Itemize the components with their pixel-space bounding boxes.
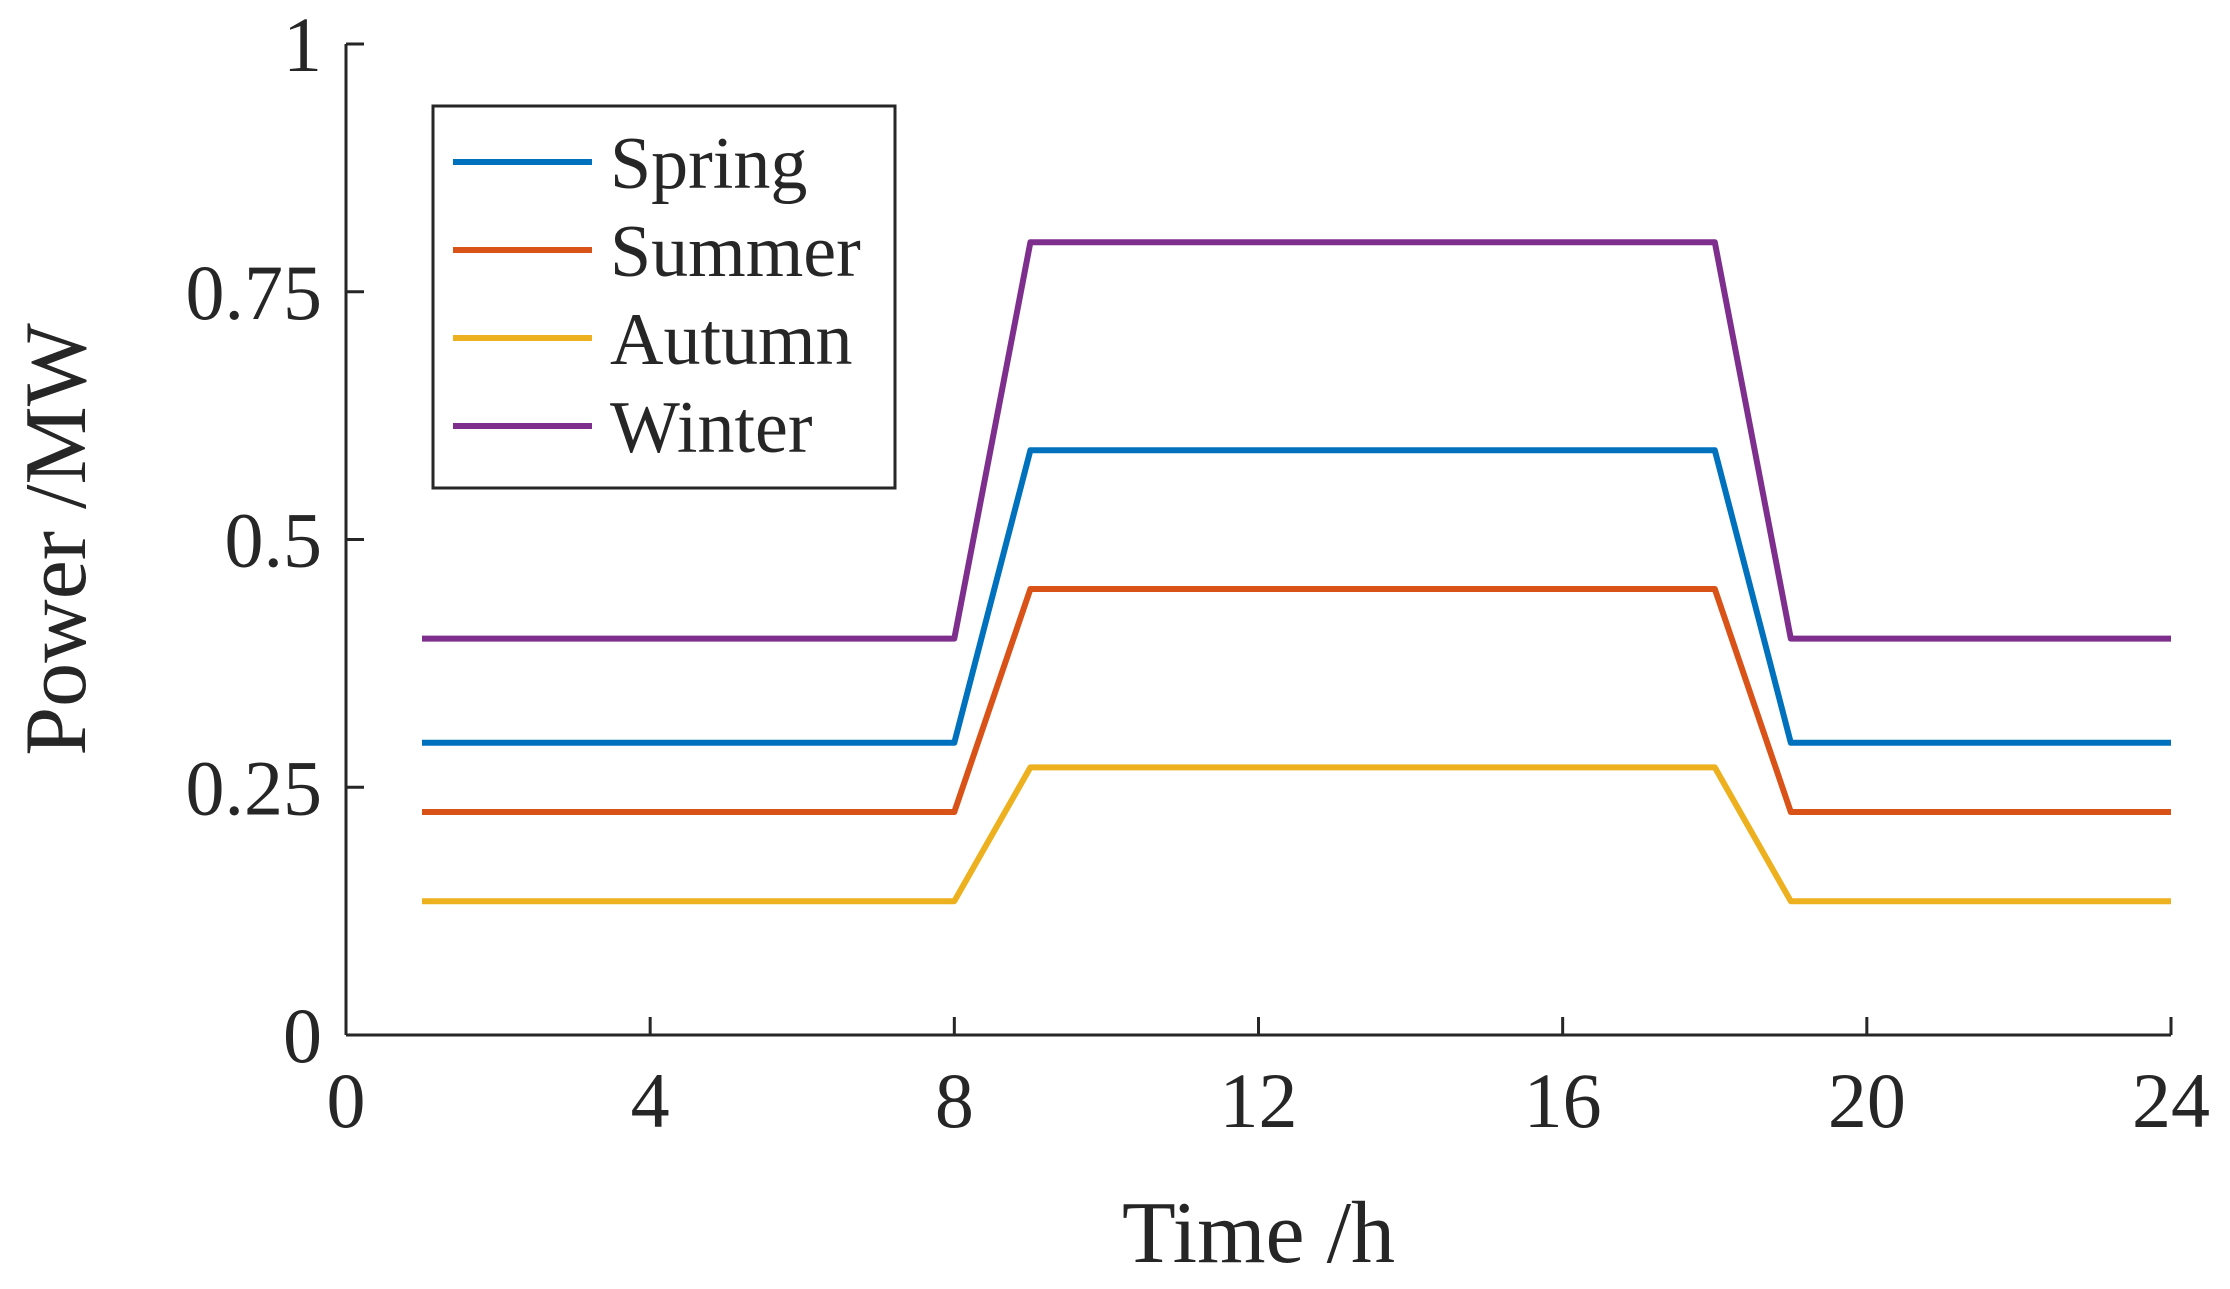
x-axis-ticks: 0 4 8 12 16 20 24 [327, 1017, 2210, 1144]
legend-label-autumn: Autumn [610, 299, 853, 381]
x-tick-label: 20 [1828, 1057, 1906, 1144]
x-tick-label: 4 [631, 1057, 670, 1144]
series-line-winter [422, 239, 2171, 642]
x-tick-label: 12 [1220, 1057, 1298, 1144]
y-tick-label: 1 [283, 1, 322, 88]
y-axis-ticks: 0 0.25 0.5 0.75 1 [186, 1, 364, 1079]
x-tick-label: 16 [1524, 1057, 1602, 1144]
axes-layer: 0 4 8 12 16 20 24 0 0.25 0.5 0.75 1 [186, 1, 2211, 1144]
y-tick-label: 0.75 [186, 249, 323, 336]
y-tick-label: 0.25 [186, 744, 323, 831]
x-tick-label: 8 [935, 1057, 974, 1144]
y-tick-label: 0.5 [225, 497, 323, 584]
x-axis-title: Time /h [1122, 1185, 1395, 1282]
x-tick-label: 0 [327, 1057, 366, 1144]
x-tick-label: 24 [2132, 1057, 2210, 1144]
legend-label-spring: Spring [610, 123, 807, 205]
series-line-autumn [422, 764, 2171, 905]
y-axis-title: Power /MW [8, 323, 105, 756]
legend-box [431, 104, 897, 490]
series-layer [422, 239, 2171, 905]
series-line-summer [422, 586, 2171, 815]
legend-label-winter: Winter [610, 387, 813, 469]
y-tick-label: 0 [283, 992, 322, 1079]
series-line-spring [422, 447, 2171, 746]
legend-label-summer: Summer [610, 211, 861, 293]
